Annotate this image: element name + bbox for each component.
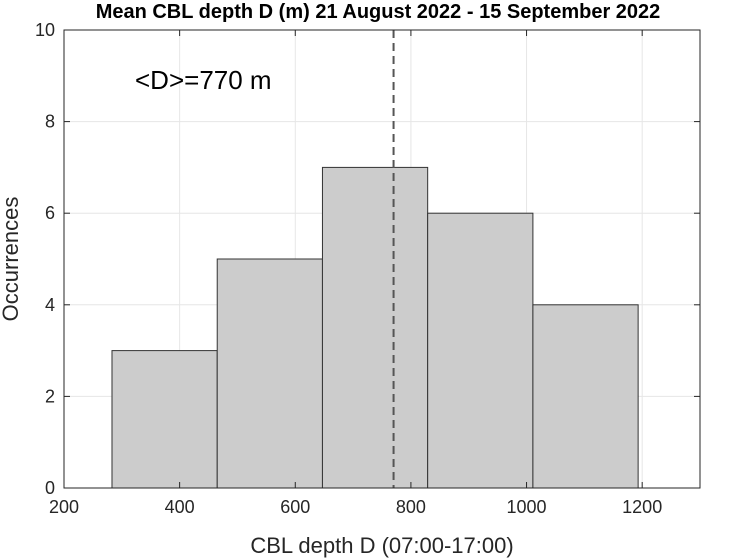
- y-tick-label: 10: [35, 20, 55, 40]
- axes-box: [63, 29, 701, 489]
- histogram-bar: [111, 350, 218, 489]
- x-axis-ticks: 200 400 600 800 1000 1200: [49, 30, 662, 517]
- x-tick-label: 600: [280, 497, 310, 517]
- histogram-bar: [427, 212, 534, 489]
- histogram-bar: [532, 304, 639, 489]
- histogram-bar: [216, 258, 323, 489]
- mean-annotation: <D>=770 m: [135, 65, 272, 95]
- y-axis-label: Occurrences: [0, 197, 23, 322]
- x-axis-label: CBL depth D (07:00-17:00): [250, 533, 513, 558]
- y-axis-ticks: 0 2 4 6 8 10: [35, 20, 700, 498]
- x-tick-label: 1200: [622, 497, 662, 517]
- histogram-bar: [321, 166, 429, 489]
- y-tick-label: 8: [45, 112, 55, 132]
- x-tick-label: 200: [49, 497, 79, 517]
- x-tick-label: 1000: [507, 497, 547, 517]
- y-tick-label: 6: [45, 203, 55, 223]
- chart-title: Mean CBL depth D (m) 21 August 2022 - 15…: [96, 1, 661, 23]
- y-tick-label: 4: [45, 295, 55, 315]
- y-tick-label: 0: [45, 478, 55, 498]
- x-tick-label: 800: [396, 497, 426, 517]
- x-tick-label: 400: [165, 497, 195, 517]
- y-tick-label: 2: [45, 386, 55, 406]
- bars-group: [111, 166, 639, 489]
